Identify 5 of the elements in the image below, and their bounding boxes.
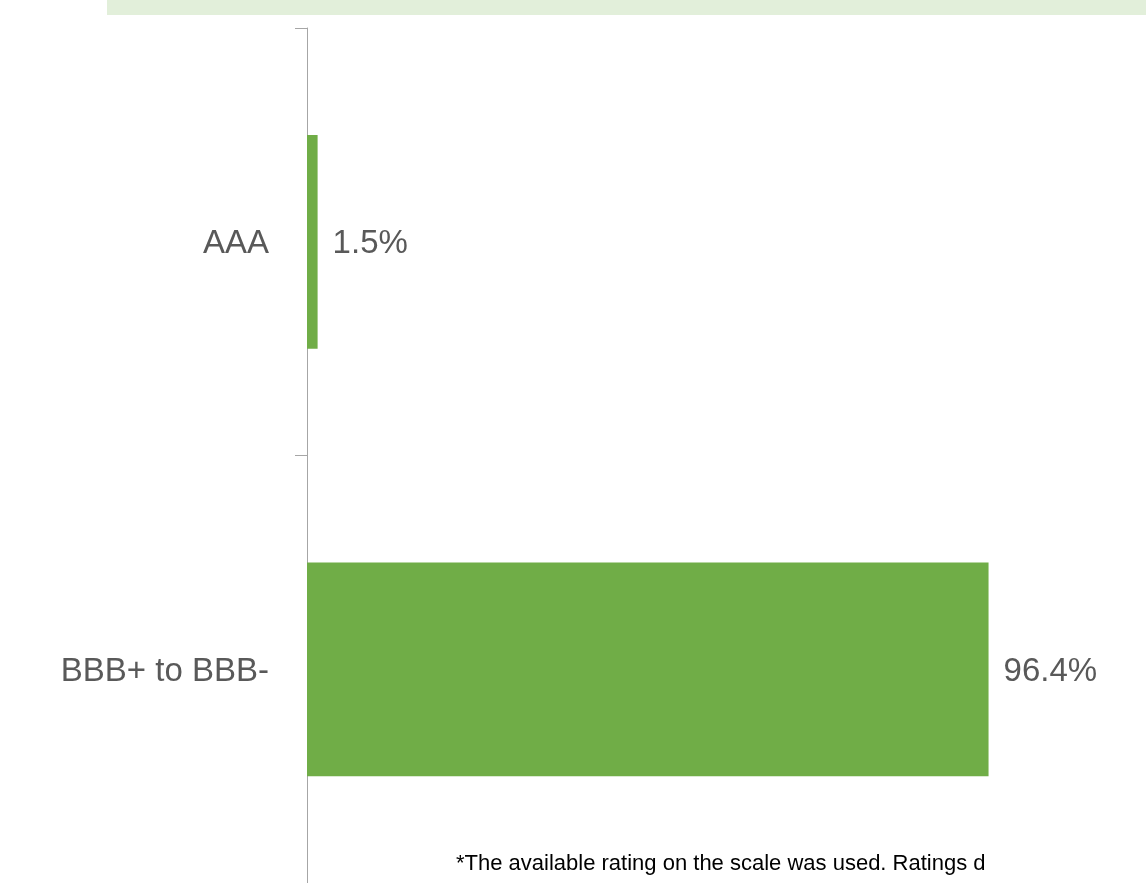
- data-label: 96.4%: [1003, 650, 1098, 688]
- data-label: 1.5%: [332, 223, 408, 261]
- y-tick-label: AAA: [202, 223, 269, 261]
- annotation: *The available rating on the scale was used. Ratings d: [456, 849, 986, 875]
- y-tick-label: BBB+ to BBB-: [60, 650, 269, 688]
